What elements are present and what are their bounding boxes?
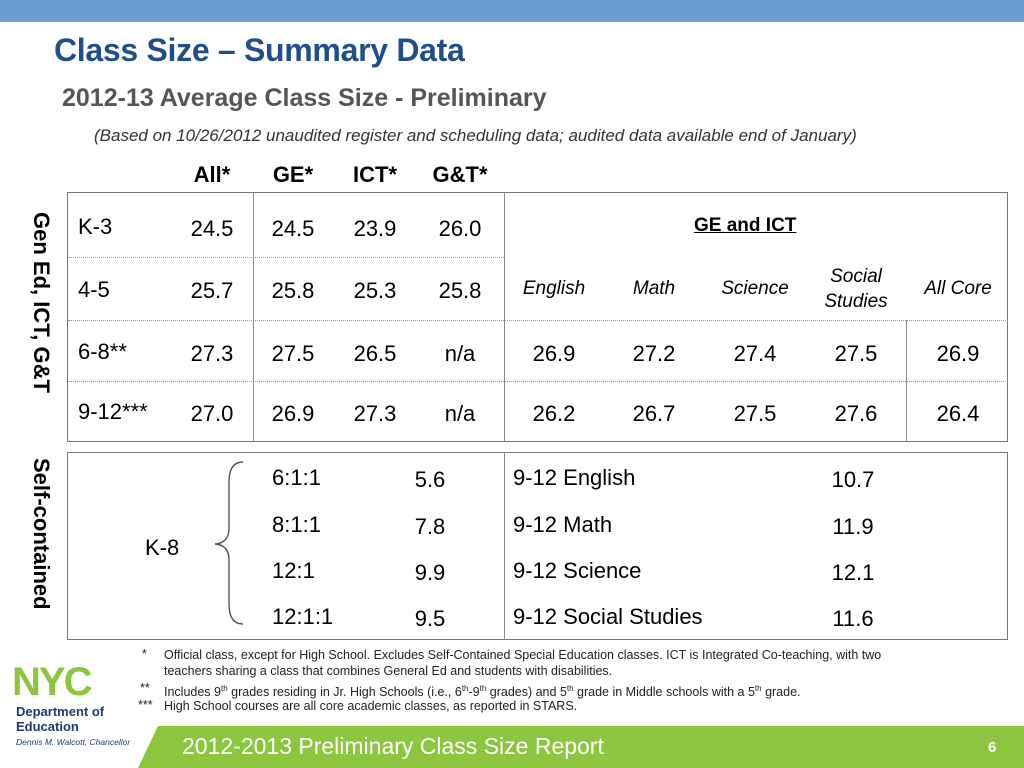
- ratio-label: 12:1: [272, 558, 315, 583]
- self-divider: [504, 453, 505, 640]
- self-contained-table: [67, 452, 1008, 640]
- value-cell: 25.3: [353, 278, 397, 303]
- value-cell: n/a: [444, 401, 476, 426]
- footnote-mark: ***: [138, 698, 153, 712]
- value-cell: 27.3: [353, 401, 397, 426]
- row-sep-2: [68, 320, 1008, 321]
- header-ge: GE*: [272, 162, 314, 187]
- value-cell: 27.3: [190, 341, 234, 366]
- value-cell: 27.5: [271, 341, 315, 366]
- course-value: 11.6: [832, 606, 874, 631]
- footnote-1-line-2: teachers sharing a class that combines G…: [164, 664, 613, 678]
- subject-header-science: Science: [721, 278, 789, 299]
- header-all: All*: [193, 162, 231, 187]
- slide-title: Class Size – Summary Data: [54, 32, 465, 68]
- header-ict: ICT*: [353, 162, 397, 187]
- data-note: (Based on 10/26/2012 unaudited register …: [94, 126, 857, 145]
- footnote-3: High School courses are all core academi…: [164, 699, 578, 713]
- brace-icon: [214, 461, 244, 625]
- footnote-1-line-1: Official class, except for High School. …: [164, 648, 882, 662]
- k8-label: K-8: [145, 535, 180, 560]
- grade-label: K-3: [78, 214, 113, 239]
- gen-ed-side-label: Gen Ed, ICT, G&T: [29, 212, 54, 393]
- gen-divider-2: [504, 193, 505, 442]
- footnote-2: Includes 9th grades residing in Jr. High…: [164, 684, 801, 700]
- value-cell: 24.5: [271, 216, 315, 241]
- ratio-value: 5.6: [414, 467, 446, 492]
- footer-title: 2012-2013 Preliminary Class Size Report: [182, 733, 604, 759]
- subject-header-all-core: All Core: [924, 278, 992, 299]
- subject-value: 26.9: [532, 341, 576, 366]
- grade-label: 9-12***: [78, 399, 148, 424]
- ratio-label: 12:1:1: [272, 604, 334, 629]
- page-number: 6: [988, 739, 997, 756]
- gen-ed-table: [67, 192, 1008, 442]
- subject-value: 26.2: [532, 401, 576, 426]
- value-cell: n/a: [444, 341, 476, 366]
- subject-value: 27.2: [632, 341, 676, 366]
- value-cell: 26.9: [271, 401, 315, 426]
- logo-dept-line-1: Department of: [16, 704, 105, 719]
- header-gt: G&T*: [432, 162, 488, 187]
- footnote-1: Official class, except for High School. …: [164, 647, 1014, 679]
- course-value: 10.7: [831, 467, 875, 492]
- course-label: 9-12 English: [513, 465, 636, 490]
- subject-value: 26.9: [936, 341, 980, 366]
- ratio-label: 8:1:1: [272, 512, 321, 537]
- value-cell: 25.8: [271, 278, 315, 303]
- subject-header-social-studies: Social Studies: [824, 266, 888, 312]
- row-sep-3: [68, 381, 1008, 382]
- ratio-label: 6:1:1: [272, 465, 321, 490]
- footnote-mark: **: [140, 681, 150, 695]
- value-cell: 25.8: [438, 278, 482, 303]
- ratio-value: 9.9: [414, 560, 446, 585]
- course-value: 11.9: [832, 514, 874, 539]
- value-cell: 23.9: [353, 216, 397, 241]
- value-cell: 26.0: [438, 216, 482, 241]
- gen-divider-1: [253, 193, 254, 442]
- subject-value: 27.6: [834, 401, 878, 426]
- value-cell: 24.5: [190, 216, 234, 241]
- course-label: 9-12 Math: [513, 512, 613, 537]
- course-label: 9-12 Social Studies: [513, 604, 703, 629]
- grade-label: 6-8**: [78, 339, 127, 364]
- footnote-mark: *: [142, 647, 147, 661]
- subject-value: 27.5: [733, 401, 777, 426]
- course-label: 9-12 Science: [513, 558, 642, 583]
- ratio-value: 7.8: [414, 514, 446, 539]
- self-contained-side-label: Self-contained: [29, 458, 54, 610]
- subject-value: 27.4: [733, 341, 777, 366]
- nyc-doe-logo: NYC Department of Education Dennis M. Wa…: [12, 660, 137, 747]
- value-cell: 26.5: [353, 341, 397, 366]
- subject-header-english: English: [522, 278, 586, 299]
- course-value: 12.1: [831, 560, 875, 585]
- row-sep-1: [68, 257, 504, 258]
- logo-dept-line-2: Education: [16, 719, 79, 734]
- ratio-value: 9.5: [414, 606, 446, 631]
- ge-ict-heading: GE and ICT: [694, 215, 797, 236]
- grade-label: 4-5: [78, 277, 110, 302]
- top-bar: [0, 0, 1024, 22]
- value-cell: 25.7: [190, 278, 234, 303]
- subject-value: 26.7: [632, 401, 676, 426]
- subject-value: 27.5: [834, 341, 878, 366]
- logo-chancellor: Dennis M. Walcott, Chancellor: [16, 737, 131, 747]
- subject-header-math: Math: [632, 278, 676, 299]
- slide-subtitle: 2012-13 Average Class Size - Preliminary: [62, 84, 547, 112]
- footer-bar: [138, 726, 1024, 768]
- subject-value: 26.4: [936, 401, 980, 426]
- value-cell: 27.0: [190, 401, 234, 426]
- nyc-logo-mark: NYC: [12, 660, 92, 704]
